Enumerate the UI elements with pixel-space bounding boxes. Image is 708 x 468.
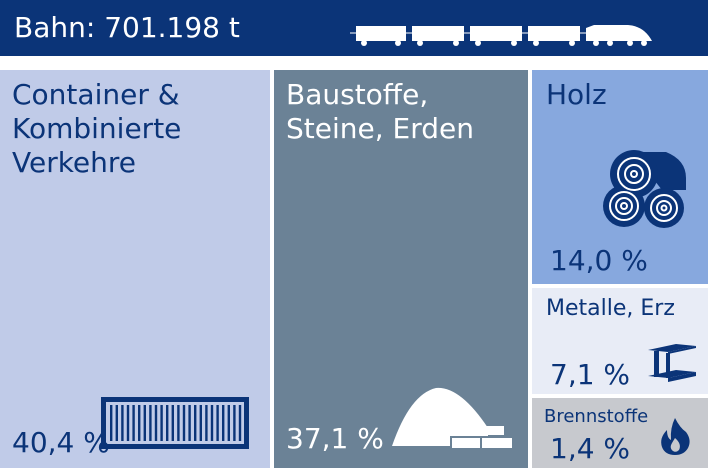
tile-value-baustoffe: 37,1 %	[286, 422, 384, 455]
shipping-container-icon	[100, 396, 250, 454]
tile-label-brennstoffe: Brennstoffe	[544, 406, 649, 427]
treemap-tile-baustoffe: Baustoffe, Steine, Erden 37,1 %	[274, 70, 528, 468]
treemap-tile-brennstoffe: Brennstoffe 1,4 %	[532, 398, 708, 468]
tile-value-container: 40,4 %	[12, 426, 110, 459]
treemap-tile-container: Container & Kombinierte Verkehre 40,4 %	[0, 70, 270, 468]
tile-label-metalle: Metalle, Erz	[546, 296, 675, 321]
treemap-tile-holz: Holz 14,0 %	[532, 70, 708, 284]
tile-value-metalle: 7,1 %	[550, 358, 631, 391]
treemap-tile-metalle: Metalle, Erz 7,1 %	[532, 288, 708, 394]
tile-label-baustoffe: Baustoffe, Steine, Erden	[286, 78, 474, 145]
tile-label-holz: Holz	[546, 78, 607, 111]
tile-value-brennstoffe: 1,4 %	[550, 432, 631, 465]
sand-pile-bricks-icon	[390, 384, 514, 454]
train-icon	[350, 25, 652, 46]
tile-value-holz: 14,0 %	[550, 244, 648, 277]
header-bar: Bahn: 701.198 t	[0, 0, 708, 56]
wood-logs-icon	[602, 148, 694, 234]
flame-icon	[658, 416, 692, 460]
steel-beam-icon	[646, 342, 698, 388]
chart-title: Bahn: 701.198 t	[14, 11, 240, 44]
tile-label-container: Container & Kombinierte Verkehre	[12, 78, 182, 179]
